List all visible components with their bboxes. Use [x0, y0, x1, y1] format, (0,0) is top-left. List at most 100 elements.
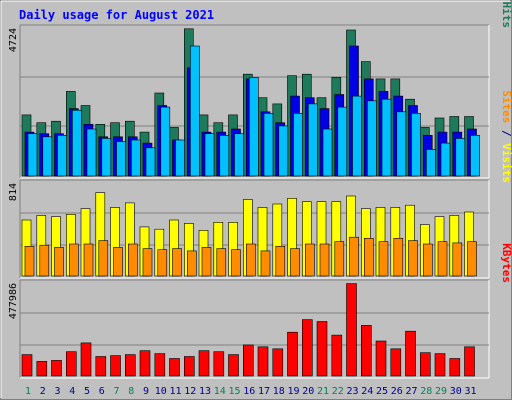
- bar-kbytes-day-4: [66, 351, 77, 377]
- bar-pages-day-9: [145, 147, 156, 177]
- bars-kbytes: [21, 283, 475, 377]
- bar-pages-day-29: [440, 142, 451, 177]
- x-tick-label-day-18: 18: [273, 386, 285, 397]
- bar-sites-day-14: [216, 248, 227, 277]
- x-tick-label-day-27: 27: [405, 386, 417, 397]
- series-label-part: /: [500, 123, 512, 143]
- bar-kbytes-day-21: [316, 321, 328, 377]
- bar-pages-day-27: [411, 113, 421, 177]
- bar-sites-day-10: [157, 249, 168, 277]
- x-tick-label-day-23: 23: [346, 386, 358, 397]
- bar-sites-day-17: [260, 250, 271, 277]
- x-tick-label-day-4: 4: [69, 386, 75, 397]
- bar-pages-day-3: [57, 135, 67, 177]
- bar-pages-day-23: [352, 95, 362, 177]
- bar-sites-day-6: [98, 240, 109, 277]
- bar-sites-day-12: [187, 250, 197, 277]
- series-label-part: Hits: [500, 2, 512, 29]
- bar-pages-day-7: [116, 141, 126, 177]
- series-label-part: /: [500, 0, 512, 2]
- bar-sites-day-3: [54, 247, 64, 277]
- x-tick-label-day-17: 17: [258, 386, 270, 397]
- x-axis-day-labels: 1 2 3 4 5 6 7 8 9 10 11 12 13 14 15 16 17 18 19 20 21 22 23 24 2…: [25, 386, 477, 397]
- bar-kbytes-day-30: [449, 358, 461, 377]
- bar-pages-day-20: [307, 103, 318, 177]
- bar-sites-day-23: [349, 236, 359, 277]
- bar-pages-day-31: [470, 135, 480, 177]
- x-tick-label-day-9: 9: [143, 386, 149, 397]
- bar-sites-day-15: [231, 249, 241, 277]
- x-tick-label-day-19: 19: [287, 386, 299, 397]
- bar-kbytes-day-5: [80, 342, 92, 377]
- bar-sites-day-7: [113, 247, 123, 277]
- bar-pages-day-14: [219, 135, 230, 177]
- x-tick-label-day-2: 2: [40, 386, 46, 397]
- x-tick-label-day-24: 24: [361, 386, 373, 397]
- series-label-part: Visits: [500, 143, 512, 183]
- bar-kbytes-day-22: [331, 334, 343, 377]
- bar-pages-day-16: [249, 77, 259, 177]
- bars-hits-files-pages: [21, 28, 480, 177]
- x-tick-label-day-28: 28: [420, 386, 432, 397]
- bar-pages-day-2: [42, 136, 53, 177]
- bar-kbytes-day-20: [301, 319, 313, 377]
- bar-kbytes-day-18: [272, 348, 284, 377]
- bar-kbytes-day-14: [213, 351, 225, 377]
- x-tick-label-day-30: 30: [450, 386, 462, 397]
- bar-sites-day-9: [142, 248, 153, 277]
- x-tick-label-day-29: 29: [435, 386, 447, 397]
- x-tick-label-day-25: 25: [376, 386, 388, 397]
- bar-pages-day-11: [175, 139, 185, 177]
- bar-pages-day-15: [234, 133, 244, 177]
- bar-kbytes-day-9: [139, 350, 151, 377]
- x-tick-label-day-13: 13: [199, 386, 211, 397]
- x-tick-label-day-14: 14: [214, 386, 226, 397]
- bar-pages-day-4: [72, 109, 82, 177]
- x-tick-label-day-20: 20: [302, 386, 314, 397]
- bar-sites-day-19: [290, 248, 300, 277]
- x-tick-label-day-21: 21: [317, 386, 329, 397]
- bar-sites-day-22: [334, 241, 345, 277]
- y-max-label-visits: 814: [8, 183, 19, 201]
- bar-pages-day-24: [366, 100, 377, 177]
- bar-kbytes-day-3: [51, 360, 62, 377]
- bar-pages-day-17: [263, 113, 274, 177]
- bar-pages-day-12: [190, 45, 200, 177]
- bar-pages-day-25: [381, 98, 392, 177]
- bar-sites-day-16: [246, 243, 256, 277]
- bar-kbytes-day-2: [36, 361, 48, 377]
- x-tick-label-day-5: 5: [84, 386, 90, 397]
- x-tick-label-day-16: 16: [243, 386, 255, 397]
- bar-sites-day-20: [304, 243, 315, 277]
- bar-kbytes-day-25: [375, 340, 387, 377]
- bar-pages-day-6: [101, 138, 112, 177]
- x-tick-label-day-12: 12: [184, 386, 196, 397]
- bar-kbytes-day-7: [110, 355, 121, 377]
- bar-kbytes-day-26: [390, 348, 402, 377]
- chart-title: Daily usage for August 2021: [19, 8, 214, 22]
- x-tick-label-day-22: 22: [332, 386, 344, 397]
- bar-pages-day-13: [204, 133, 215, 177]
- series-label-kbytes: KBytes: [500, 243, 512, 283]
- bar-sites-day-30: [452, 242, 463, 277]
- bar-sites-day-2: [39, 244, 50, 277]
- bar-kbytes-day-8: [125, 354, 136, 377]
- bar-sites-day-26: [393, 238, 404, 277]
- bar-kbytes-day-17: [257, 346, 269, 377]
- bar-sites-day-1: [24, 246, 35, 277]
- bar-pages-day-26: [396, 111, 407, 177]
- x-tick-label-day-31: 31: [464, 386, 476, 397]
- x-tick-label-day-15: 15: [228, 386, 240, 397]
- bar-sites-day-5: [83, 243, 94, 277]
- bar-kbytes-day-6: [95, 356, 107, 377]
- bar-sites-day-24: [363, 238, 374, 277]
- bar-pages-day-19: [293, 113, 303, 177]
- bar-sites-day-11: [172, 248, 182, 277]
- series-label-hits-files-pages: Pages / Files / Hits: [500, 0, 512, 28]
- bar-sites-day-13: [201, 247, 212, 277]
- bar-kbytes-day-1: [21, 354, 33, 377]
- bar-pages-day-5: [86, 128, 97, 177]
- bar-sites-day-29: [437, 241, 448, 277]
